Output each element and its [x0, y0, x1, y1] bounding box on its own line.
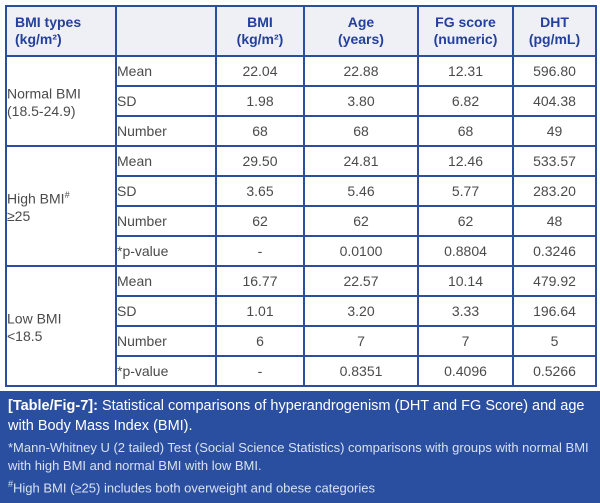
value-cell: 196.64	[512, 295, 597, 327]
value-cell: 0.3246	[512, 235, 597, 267]
value-cell: 10.14	[417, 265, 514, 297]
table-row: SD 3.65 5.46 5.77 283.20	[6, 175, 597, 207]
column-header-bmi-types: BMI types (kg/m²)	[5, 5, 117, 57]
caption-block: [Table/Fig-7]: Statistical comparisons o…	[0, 391, 600, 503]
table-row: *p-value - 0.8351 0.4096 0.5266	[6, 355, 597, 387]
value-cell: 479.92	[512, 265, 597, 297]
value-cell: 16.77	[215, 265, 305, 297]
bmi-statistics-table: BMI types (kg/m²) BMI (kg/m²) Age (years…	[5, 5, 597, 387]
header-line: FG score	[435, 14, 496, 30]
group-label-low-bmi: Low BMI <18.5	[5, 265, 117, 387]
value-cell: 62	[215, 205, 305, 237]
table-row: Normal BMI (18.5-24.9) Mean 22.04 22.88 …	[5, 55, 597, 147]
value-cell: 29.50	[215, 145, 305, 177]
header-row: BMI types (kg/m²) BMI (kg/m²) Age (years…	[5, 5, 597, 57]
value-cell: 3.20	[303, 295, 419, 327]
value-cell: 12.31	[417, 55, 514, 87]
column-header-fg-score: FG score (numeric)	[417, 5, 514, 57]
value-cell: 62	[417, 205, 514, 237]
value-cell: 22.88	[303, 55, 419, 87]
table-row: SD 1.98 3.80 6.82 404.38	[6, 85, 597, 117]
header-line: Age	[347, 14, 375, 30]
value-cell: 5	[512, 325, 597, 357]
value-cell: 0.0100	[303, 235, 419, 267]
table-row: *p-value - 0.0100 0.8804 0.3246	[6, 235, 597, 267]
table-row: Number 68 68 68 49	[6, 115, 597, 147]
value-cell: 7	[417, 325, 514, 357]
value-cell: 24.81	[303, 145, 419, 177]
stat-label: Number	[115, 115, 217, 147]
column-header-age: Age (years)	[303, 5, 419, 57]
value-cell: 22.57	[303, 265, 419, 297]
value-cell: 22.04	[215, 55, 305, 87]
value-cell: -	[215, 355, 305, 387]
value-cell: 5.46	[303, 175, 419, 207]
value-cell: 0.4096	[417, 355, 514, 387]
table-row: Number 6 7 7 5	[6, 325, 597, 357]
value-cell: 68	[215, 115, 305, 147]
group-label-high-bmi: High BMI# ≥25	[5, 145, 117, 267]
value-cell: 5.77	[417, 175, 514, 207]
group-superscript: #	[64, 190, 70, 201]
column-header-dht: DHT (pg/mL)	[512, 5, 597, 57]
header-line: BMI	[247, 14, 273, 30]
value-cell: 3.65	[215, 175, 305, 207]
header-line: (kg/m²)	[236, 31, 284, 47]
column-header-bmi: BMI (kg/m²)	[215, 5, 305, 57]
figure-caption: [Table/Fig-7]: Statistical comparisons o…	[8, 396, 592, 436]
stat-label: SD	[115, 175, 217, 207]
figure-caption-label: [Table/Fig-7]:	[8, 398, 98, 414]
table-row: Number 62 62 62 48	[6, 205, 597, 237]
value-cell: 1.01	[215, 295, 305, 327]
value-cell: 1.98	[215, 85, 305, 117]
footnote-mann-whitney: *Mann-Whitney U (2 tailed) Test (Social …	[8, 440, 589, 473]
footnote-high-bmi: #High BMI (≥25) includes both overweight…	[8, 479, 375, 496]
value-cell: 62	[303, 205, 419, 237]
value-cell: 3.80	[303, 85, 419, 117]
value-cell: 533.57	[512, 145, 597, 177]
value-cell: 49	[512, 115, 597, 147]
stat-label: Mean	[115, 55, 217, 87]
value-cell: 48	[512, 205, 597, 237]
value-cell: 596.80	[512, 55, 597, 87]
column-header-blank	[115, 5, 217, 57]
stat-label: Mean	[115, 145, 217, 177]
stat-label: *p-value	[115, 235, 217, 267]
table-row: SD 1.01 3.20 3.33 196.64	[6, 295, 597, 327]
value-cell: 404.38	[512, 85, 597, 117]
header-line: (years)	[338, 31, 384, 47]
value-cell: 7	[303, 325, 419, 357]
value-cell: 3.33	[417, 295, 514, 327]
footnotes: *Mann-Whitney U (2 tailed) Test (Social …	[8, 439, 592, 497]
header-line: DHT	[540, 14, 569, 30]
figure-caption-text: Statistical comparisons of hyperandrogen…	[8, 398, 585, 434]
value-cell: 12.46	[417, 145, 514, 177]
value-cell: 68	[303, 115, 419, 147]
stat-label: Number	[115, 205, 217, 237]
group-label-normal-bmi: Normal BMI (18.5-24.9)	[5, 55, 117, 147]
stat-label: *p-value	[115, 355, 217, 387]
value-cell: 0.8351	[303, 355, 419, 387]
value-cell: 0.5266	[512, 355, 597, 387]
value-cell: 68	[417, 115, 514, 147]
header-line: (numeric)	[433, 31, 498, 47]
stat-label: Number	[115, 325, 217, 357]
header-line: (pg/mL)	[528, 31, 581, 47]
header-line: BMI types	[15, 14, 82, 30]
stat-label: SD	[115, 85, 217, 117]
table-row: Low BMI <18.5 Mean 16.77 22.57 10.14 479…	[5, 265, 597, 387]
stat-label: SD	[115, 295, 217, 327]
footnote-superscript: #	[8, 479, 14, 489]
value-cell: 0.8804	[417, 235, 514, 267]
header-line: (kg/m²)	[15, 31, 62, 47]
value-cell: 283.20	[512, 175, 597, 207]
value-cell: 6	[215, 325, 305, 357]
stat-label: Mean	[115, 265, 217, 297]
value-cell: -	[215, 235, 305, 267]
value-cell: 6.82	[417, 85, 514, 117]
table-row: High BMI# ≥25 Mean 29.50 24.81 12.46 533…	[5, 145, 597, 267]
